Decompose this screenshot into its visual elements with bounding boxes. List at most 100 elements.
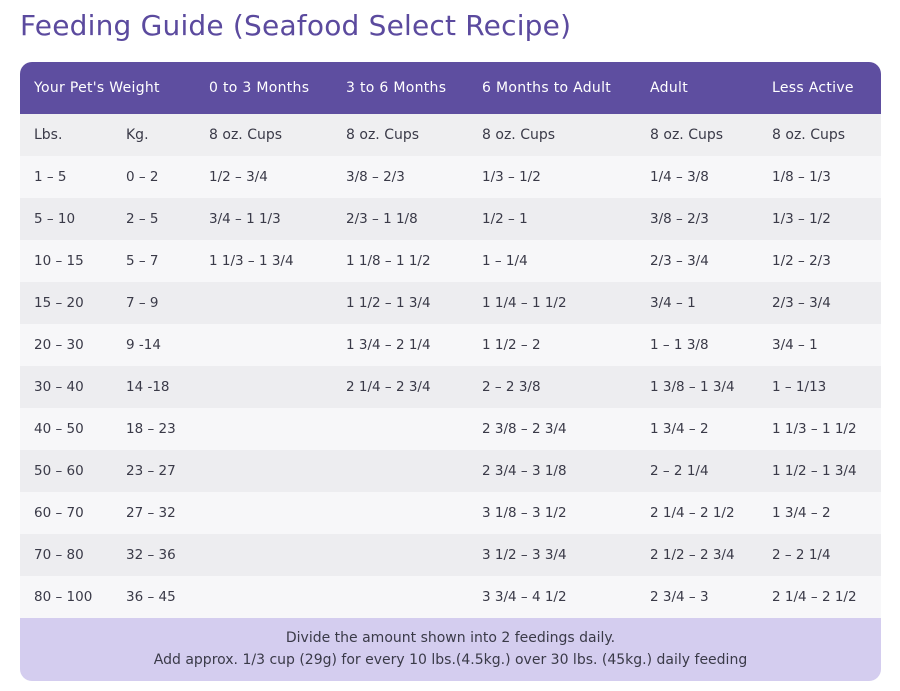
cell-kg: 7 – 9 bbox=[126, 295, 159, 311]
cell-lbs: 70 – 80 bbox=[34, 547, 84, 563]
cell-0-3-months bbox=[195, 282, 332, 324]
cell-adult: 3/4 – 1 bbox=[650, 295, 696, 311]
cell-adult: 1 – 1 3/8 bbox=[650, 337, 709, 353]
table-row: 40 – 50 18 – 23 2 3/8 – 2 3/4 1 3/4 – 2 1 1/… bbox=[20, 408, 881, 450]
cell-lbs: 20 – 30 bbox=[34, 337, 84, 353]
cell-kg: 0 – 2 bbox=[126, 169, 159, 185]
cell-adult: 1 3/8 – 1 3/4 bbox=[650, 379, 735, 395]
cell-adult: 2 3/4 – 3 bbox=[650, 589, 709, 605]
header-less-active: Less Active bbox=[758, 62, 881, 114]
feeding-note: Divide the amount shown into 2 feedings … bbox=[20, 618, 881, 681]
cell-0-3-months bbox=[195, 492, 332, 534]
cell-lbs: 1 – 5 bbox=[34, 169, 67, 185]
cell-less-active: 1 1/2 – 1 3/4 bbox=[772, 463, 857, 479]
cell-less-active: 1/2 – 2/3 bbox=[772, 253, 831, 269]
cell-3-6-months: 3/8 – 2/3 bbox=[346, 169, 405, 185]
cell-3-6-months: 2/3 – 1 1/8 bbox=[346, 211, 418, 227]
cell-adult: 2/3 – 3/4 bbox=[650, 253, 709, 269]
cell-less-active: 3/4 – 1 bbox=[772, 337, 818, 353]
cell-lbs: 5 – 10 bbox=[34, 211, 76, 227]
cell-lbs: 80 – 100 bbox=[34, 589, 93, 605]
cell-3-6-months bbox=[332, 492, 468, 534]
cell-less-active: 1 1/3 – 1 1/2 bbox=[772, 421, 857, 437]
cell-0-3-months bbox=[195, 534, 332, 576]
cell-less-active: 2 – 2 1/4 bbox=[772, 547, 831, 563]
cell-0-3-months bbox=[195, 408, 332, 450]
header-6-months-adult: 6 Months to Adult bbox=[468, 62, 637, 114]
cell-kg: 14 -18 bbox=[126, 379, 170, 395]
cell-3-6-months bbox=[332, 576, 468, 618]
unit-cups: 8 oz. Cups bbox=[346, 127, 420, 143]
cell-3-6-months bbox=[332, 408, 468, 450]
page-title: Feeding Guide (Seafood Select Recipe) bbox=[20, 9, 572, 42]
cell-3-6-months: 1 1/2 – 1 3/4 bbox=[346, 295, 431, 311]
cell-3-6-months: 2 1/4 – 2 3/4 bbox=[346, 379, 431, 395]
cell-adult: 1/4 – 3/8 bbox=[650, 169, 709, 185]
cell-0-3-months bbox=[195, 366, 332, 408]
table-row: 15 – 20 7 – 9 1 1/2 – 1 3/4 1 1/4 – 1 1/2 3/… bbox=[20, 282, 881, 324]
table-row: 80 – 100 36 – 45 3 3/4 – 4 1/2 2 3/4 – 3 2 1… bbox=[20, 576, 881, 618]
cell-6-months-adult: 1/3 – 1/2 bbox=[482, 169, 541, 185]
units-row: Lbs. Kg. 8 oz. Cups 8 oz. Cups 8 oz. Cup… bbox=[20, 114, 881, 156]
unit-cups: 8 oz. Cups bbox=[772, 127, 846, 143]
table-row: 50 – 60 23 – 27 2 3/4 – 3 1/8 2 – 2 1/4 1 1/… bbox=[20, 450, 881, 492]
cell-0-3-months bbox=[195, 450, 332, 492]
cell-kg: 23 – 27 bbox=[126, 463, 176, 479]
cell-6-months-adult: 2 – 2 3/8 bbox=[482, 379, 541, 395]
cell-kg: 32 – 36 bbox=[126, 547, 176, 563]
cell-3-6-months bbox=[332, 450, 468, 492]
unit-lbs: Lbs. bbox=[34, 127, 63, 143]
header-3-6-months: 3 to 6 Months bbox=[332, 62, 469, 114]
feeding-table: Your Pet's Weight 0 to 3 Months 3 to 6 M… bbox=[20, 62, 881, 618]
cell-0-3-months: 1/2 – 3/4 bbox=[209, 169, 268, 185]
cell-0-3-months: 3/4 – 1 1/3 bbox=[209, 211, 281, 227]
cell-kg: 27 – 32 bbox=[126, 505, 176, 521]
note-line-1: Divide the amount shown into 2 feedings … bbox=[285, 630, 616, 646]
cell-adult: 2 1/2 – 2 3/4 bbox=[650, 547, 735, 563]
table-row: 20 – 30 9 -14 1 3/4 – 2 1/4 1 1/2 – 2 1 – 1 … bbox=[20, 324, 881, 366]
cell-less-active: 1 3/4 – 2 bbox=[772, 505, 831, 521]
cell-6-months-adult: 1/2 – 1 bbox=[482, 211, 528, 227]
cell-kg: 36 – 45 bbox=[126, 589, 176, 605]
cell-adult: 3/8 – 2/3 bbox=[650, 211, 709, 227]
cell-less-active: 2/3 – 3/4 bbox=[772, 295, 831, 311]
cell-0-3-months: 1 1/3 – 1 3/4 bbox=[209, 253, 294, 269]
cell-0-3-months bbox=[195, 576, 332, 618]
cell-lbs: 40 – 50 bbox=[34, 421, 84, 437]
cell-3-6-months: 1 3/4 – 2 1/4 bbox=[346, 337, 431, 353]
table-row: 10 – 15 5 – 7 1 1/3 – 1 3/4 1 1/8 – 1 1/2 1 … bbox=[20, 240, 881, 282]
cell-kg: 5 – 7 bbox=[126, 253, 159, 269]
cell-0-3-months bbox=[195, 324, 332, 366]
cell-6-months-adult: 1 – 1/4 bbox=[482, 253, 528, 269]
cell-lbs: 10 – 15 bbox=[34, 253, 84, 269]
cell-adult: 1 3/4 – 2 bbox=[650, 421, 709, 437]
cell-6-months-adult: 2 3/8 – 2 3/4 bbox=[482, 421, 567, 437]
table-row: 30 – 40 14 -18 2 1/4 – 2 3/4 2 – 2 3/8 1 3/8… bbox=[20, 366, 881, 408]
table-row: 60 – 70 27 – 32 3 1/8 – 3 1/2 2 1/4 – 2 1/2… bbox=[20, 492, 881, 534]
cell-lbs: 15 – 20 bbox=[34, 295, 84, 311]
table-row: 1 – 5 0 – 2 1/2 – 3/4 3/8 – 2/3 1/3 – 1/2 1/4… bbox=[20, 156, 881, 198]
unit-cups: 8 oz. Cups bbox=[650, 127, 724, 143]
unit-cups: 8 oz. Cups bbox=[209, 127, 283, 143]
cell-adult: 2 1/4 – 2 1/2 bbox=[650, 505, 735, 521]
cell-6-months-adult: 2 3/4 – 3 1/8 bbox=[482, 463, 567, 479]
cell-6-months-adult: 1 1/2 – 2 bbox=[482, 337, 541, 353]
feeding-table-card: Your Pet's Weight 0 to 3 Months 3 to 6 M… bbox=[20, 62, 881, 681]
cell-kg: 18 – 23 bbox=[126, 421, 176, 437]
cell-lbs: 50 – 60 bbox=[34, 463, 84, 479]
cell-lbs: 30 – 40 bbox=[34, 379, 84, 395]
cell-6-months-adult: 3 3/4 – 4 1/2 bbox=[482, 589, 567, 605]
unit-cups: 8 oz. Cups bbox=[482, 127, 556, 143]
header-adult: Adult bbox=[636, 62, 759, 114]
table-row: 70 – 80 32 – 36 3 1/2 – 3 3/4 2 1/2 – 2 3/4… bbox=[20, 534, 881, 576]
table-row: 5 – 10 2 – 5 3/4 – 1 1/3 2/3 – 1 1/8 1/2 – 1… bbox=[20, 198, 881, 240]
table-header-row: Your Pet's Weight 0 to 3 Months 3 to 6 M… bbox=[20, 62, 881, 114]
cell-adult: 2 – 2 1/4 bbox=[650, 463, 709, 479]
cell-less-active: 1 – 1/13 bbox=[772, 379, 827, 395]
header-0-3-months: 0 to 3 Months bbox=[195, 62, 333, 114]
cell-6-months-adult: 3 1/2 – 3 3/4 bbox=[482, 547, 567, 563]
cell-less-active: 2 1/4 – 2 1/2 bbox=[772, 589, 857, 605]
cell-kg: 9 -14 bbox=[126, 337, 161, 353]
cell-lbs: 60 – 70 bbox=[34, 505, 84, 521]
unit-kg: Kg. bbox=[126, 127, 149, 143]
